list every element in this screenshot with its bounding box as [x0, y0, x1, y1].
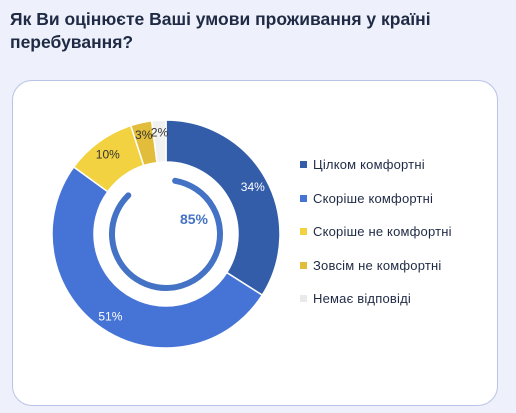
- page-title: Як Ви оцінюєте Ваші умови проживання у к…: [10, 9, 431, 52]
- legend-item-3: Скоріше не комфортні: [300, 215, 452, 249]
- center-progress-ring: [109, 177, 223, 291]
- legend-swatch: [300, 161, 307, 169]
- slice-label-5: 2%: [151, 126, 169, 140]
- legend-label: Немає відповіді: [313, 291, 411, 307]
- slice-label-3: 10%: [96, 147, 120, 161]
- slice-label-1: 34%: [241, 180, 265, 194]
- slice-2: [51, 165, 264, 349]
- legend-label: Зовсім не комфортні: [313, 257, 442, 273]
- legend-item-1: Цілком комфортні: [300, 148, 452, 182]
- legend-item-4: Зовсім не комфортні: [300, 249, 452, 283]
- slice-label-4: 3%: [135, 128, 153, 142]
- legend-label: Скоріше не комфортні: [313, 224, 452, 240]
- legend-item-2: Скоріше комфортні: [300, 182, 452, 216]
- center-value-label: 85%: [180, 211, 209, 227]
- slice-1: [165, 119, 281, 297]
- slice-5: [150, 119, 167, 164]
- slice-labels: 34% 51% 10% 3%2%: [96, 126, 265, 324]
- legend-swatch: [300, 194, 307, 202]
- legend-item-5: Немає відповіді: [300, 282, 452, 316]
- slice-label-2: 51%: [98, 309, 122, 323]
- legend-swatch: [300, 261, 307, 269]
- legend-swatch: [300, 228, 307, 236]
- center-progress-arc: [109, 177, 223, 291]
- legend-swatch: [300, 295, 307, 303]
- legend: Цілком комфортні Скоріше комфортні Скоріше…: [300, 148, 452, 316]
- donut-slices: [51, 119, 281, 349]
- legend-label: Скоріше комфортні: [313, 190, 434, 206]
- legend-label: Цілком комфортні: [313, 157, 425, 173]
